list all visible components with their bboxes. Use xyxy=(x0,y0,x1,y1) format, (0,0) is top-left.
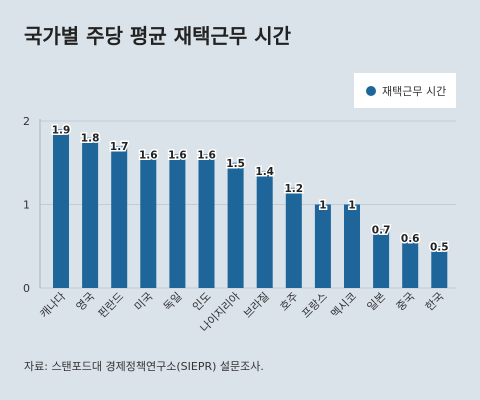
x-tick-label: 미국 xyxy=(132,290,156,314)
legend-label: 재택근무 시간 xyxy=(382,84,447,98)
x-tick-label: 프랑스 xyxy=(299,290,330,321)
bar-value-label: 1.8 xyxy=(81,133,100,145)
bar xyxy=(431,246,448,288)
bar-value-label: 1.6 xyxy=(168,149,187,161)
bar-value-label: 1.5 xyxy=(226,158,245,170)
x-tick-label: 독일 xyxy=(160,289,184,313)
bar-value-label: 1.7 xyxy=(110,141,129,153)
bar-value-label: 1.2 xyxy=(284,183,303,195)
x-tick-label: 인도 xyxy=(190,290,214,314)
x-tick-label: 호주 xyxy=(277,290,301,314)
bar xyxy=(227,162,244,288)
bar xyxy=(198,154,215,288)
bar-value-label: 1.4 xyxy=(255,166,274,178)
bar xyxy=(111,146,128,288)
x-tick-label: 영국 xyxy=(74,290,98,314)
x-tick-label: 일본 xyxy=(364,289,388,313)
bar xyxy=(82,137,99,288)
x-tick-label: 한국 xyxy=(423,290,447,314)
bar-value-label: 1.6 xyxy=(197,149,216,161)
legend-swatch xyxy=(366,85,376,96)
bar xyxy=(53,129,69,288)
source-note: 자료: 스탠포드대 경제정책연구소(SIEPR) 설문조사. xyxy=(24,360,264,373)
y-tick-label: 0 xyxy=(23,282,30,295)
bar-value-label: 0.6 xyxy=(401,233,420,245)
bar xyxy=(140,154,157,288)
bar xyxy=(314,204,331,288)
bar xyxy=(256,171,273,288)
bar-value-label: 0.5 xyxy=(430,241,449,253)
bar xyxy=(169,154,186,288)
bar xyxy=(285,187,302,288)
x-tick-label: 중국 xyxy=(394,290,418,314)
x-tick-label: 브라질 xyxy=(241,290,272,321)
x-tick-label: 멕시코 xyxy=(328,290,359,321)
bar-value-label: 0.7 xyxy=(372,225,391,237)
y-tick-label: 2 xyxy=(23,115,30,128)
bar-value-label: 1 xyxy=(348,200,355,212)
y-tick-label: 1 xyxy=(23,199,30,212)
bar xyxy=(402,237,419,288)
bar xyxy=(373,229,390,288)
bar-value-label: 1.6 xyxy=(139,149,158,161)
x-tick-label: 캐나다 xyxy=(37,290,68,321)
bar-value-label: 1 xyxy=(319,200,326,212)
bar-value-label: 1.9 xyxy=(52,124,71,136)
bar xyxy=(344,204,360,288)
chart-legend: 재택근무 시간 xyxy=(354,73,456,108)
chart-title: 국가별 주당 평균 재택근무 시간 xyxy=(24,24,292,48)
x-tick-label: 핀란드 xyxy=(96,290,127,321)
